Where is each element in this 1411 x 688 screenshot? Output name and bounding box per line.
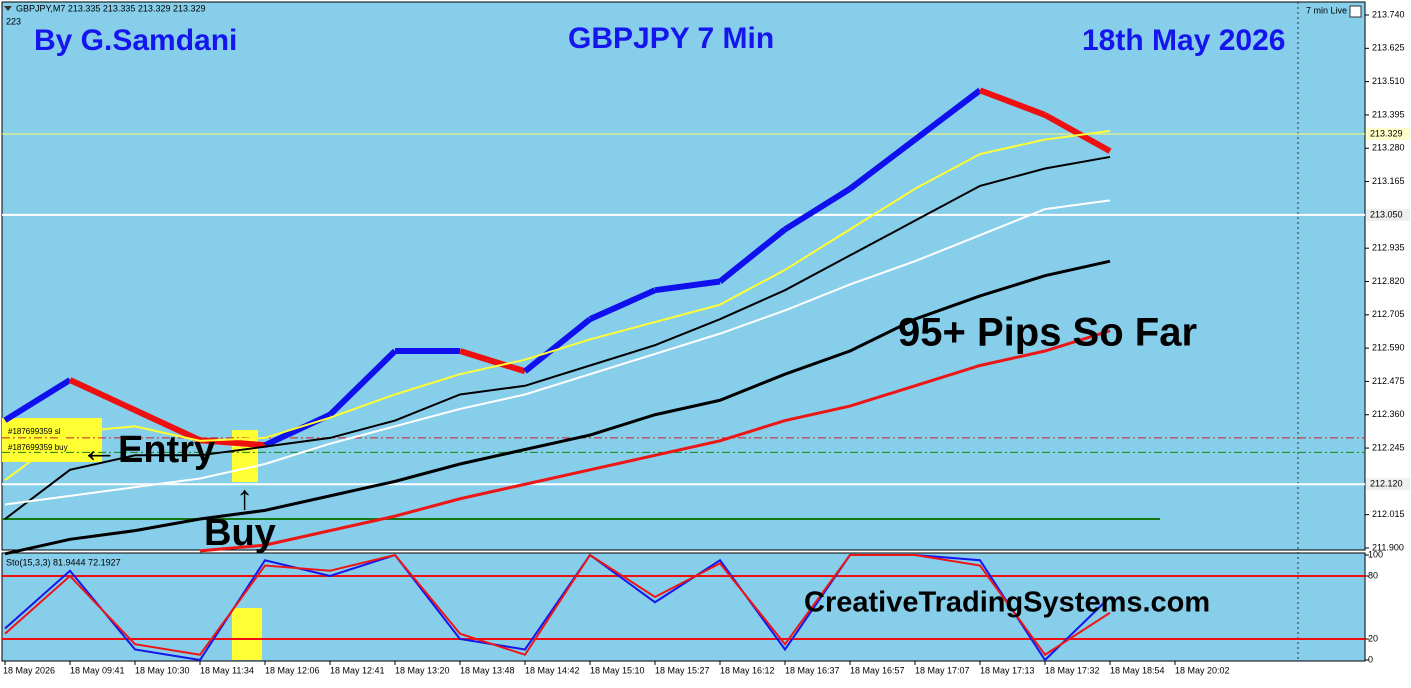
price-segment <box>783 186 852 232</box>
level-label: 213.050 <box>1370 209 1403 219</box>
x-tick-label: 18 May 17:32 <box>1045 665 1100 675</box>
series-line <box>4 155 1111 520</box>
y-tick-label: 212.245 <box>1372 442 1405 452</box>
price-segment <box>588 287 657 322</box>
level-box <box>1366 478 1410 491</box>
x-tick-label: 18 May 18:54 <box>1110 665 1165 675</box>
y-tick-label: 213.395 <box>1372 109 1405 119</box>
menu-arrow <box>4 6 12 11</box>
x-tick-label: 18 May 12:41 <box>330 665 385 675</box>
price-segment <box>913 87 982 142</box>
result: 95+ Pips So Far <box>898 311 1197 355</box>
indicator-window <box>1 552 1366 662</box>
series-line <box>4 259 1111 556</box>
level-label: 212.120 <box>1370 479 1403 489</box>
x-tick-label: 18 May 13:48 <box>460 665 515 675</box>
symbol-info: GBPJPY,M7 213.335 213.335 213.329 213.32… <box>16 3 206 13</box>
y-tick-label: 100 <box>1368 549 1383 559</box>
y-tick-label: 213.165 <box>1372 176 1405 186</box>
x-tick-label: 18 May 17:07 <box>915 665 970 675</box>
indicator-label: Sto(15,3,3) 81.9444 72.1927 <box>6 557 121 567</box>
level-box <box>1366 208 1410 221</box>
y-tick-label: 213.625 <box>1372 43 1405 53</box>
live-label: 7 min Live <box>1306 5 1347 15</box>
bar-count: 223 <box>6 16 21 26</box>
x-tick-label: 18 May 14:42 <box>525 665 580 675</box>
series-line <box>199 329 1111 553</box>
level-label: 213.329 <box>1370 128 1403 138</box>
x-tick-label: 18 May 2026 <box>3 665 55 675</box>
order-buy: #187699359 buy <box>8 443 68 452</box>
y-tick-label: 212.015 <box>1372 509 1405 519</box>
price-segment <box>848 137 917 192</box>
y-tick-label: 20 <box>1368 633 1378 643</box>
price-segment <box>263 412 332 448</box>
y-tick-label: 212.475 <box>1372 376 1405 386</box>
x-tick-label: 18 May 17:13 <box>980 665 1035 675</box>
entry-label: ←Entry <box>80 429 215 471</box>
website: CreativeTradingSystems.com <box>804 587 1210 619</box>
x-tick-label: 18 May 10:30 <box>135 665 190 675</box>
x-tick-label: 18 May 20:02 <box>1175 665 1230 675</box>
order-sl: #187699359 sl <box>8 427 61 436</box>
stoch-highlight <box>232 608 262 660</box>
x-tick-label: 18 May 15:27 <box>655 665 710 675</box>
price-segment <box>1043 112 1112 154</box>
y-tick-label: 213.510 <box>1372 76 1405 86</box>
y-tick-label: 213.280 <box>1372 143 1405 153</box>
x-tick-label: 18 May 13:20 <box>395 665 450 675</box>
y-tick-label: 212.705 <box>1372 309 1405 319</box>
buy-label: Buy <box>204 512 276 554</box>
series-line <box>4 129 1111 482</box>
x-tick-label: 18 May 16:12 <box>720 665 775 675</box>
close-button[interactable] <box>1349 5 1362 18</box>
price-segment <box>327 348 398 417</box>
x-tick-label: 18 May 12:06 <box>265 665 320 675</box>
x-tick-label: 18 May 16:57 <box>850 665 905 675</box>
buy-arrow: ↑ <box>236 479 253 517</box>
price-segment <box>68 377 137 413</box>
series-line <box>4 553 1111 657</box>
order-box <box>2 418 102 462</box>
level-box <box>1366 128 1410 141</box>
y-tick-label: 0 <box>1368 654 1373 664</box>
y-tick-label: 212.935 <box>1372 243 1405 253</box>
y-tick-label: 211.900 <box>1372 542 1404 552</box>
y-tick-label: 212.360 <box>1372 409 1405 419</box>
author: By G.Samdani <box>34 24 237 57</box>
price-segment <box>718 227 787 284</box>
y-tick-label: 212.820 <box>1372 276 1405 286</box>
main-window <box>1 1 1366 551</box>
price-segment <box>133 407 202 443</box>
x-tick-label: 18 May 15:10 <box>590 665 645 675</box>
date: 18th May 2026 <box>1082 24 1285 57</box>
series-line <box>4 199 1111 506</box>
x-tick-label: 18 May 16:37 <box>785 665 840 675</box>
x-tick-label: 18 May 11:34 <box>200 665 254 675</box>
y-tick-label: 213.740 <box>1372 9 1405 19</box>
chart-title: GBPJPY 7 Min <box>568 22 774 55</box>
x-tick-label: 18 May 09:41 <box>70 665 125 675</box>
y-tick-label: 212.590 <box>1372 343 1405 353</box>
price-segment <box>978 87 1047 118</box>
price-segment <box>3 377 72 423</box>
price-segment <box>654 278 721 294</box>
price-segment <box>459 348 526 375</box>
price-segment <box>523 316 592 374</box>
y-tick-label: 80 <box>1368 570 1378 580</box>
